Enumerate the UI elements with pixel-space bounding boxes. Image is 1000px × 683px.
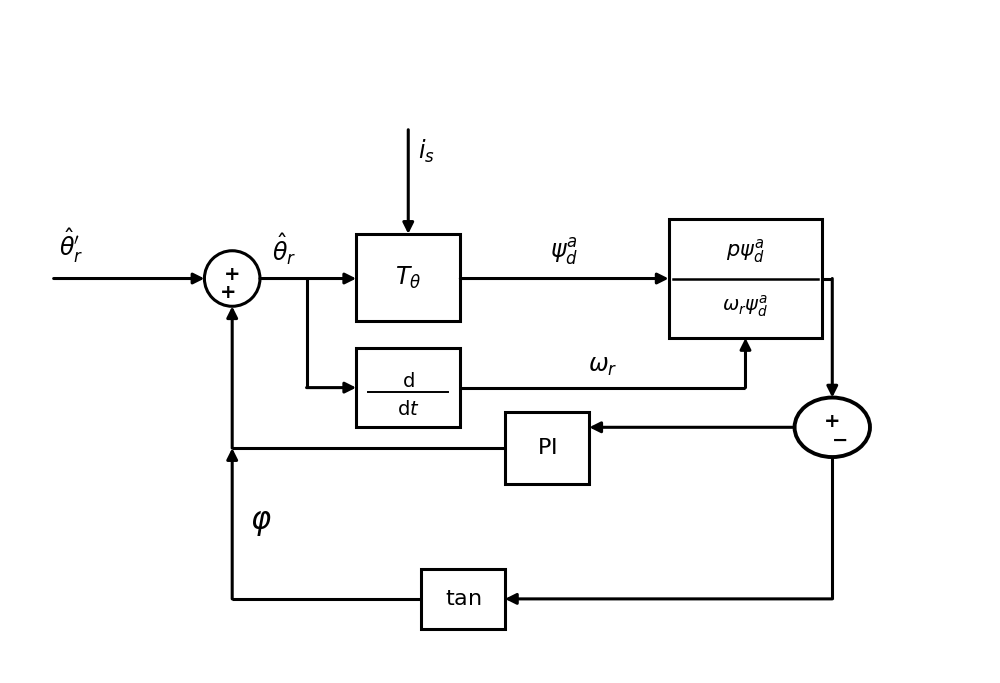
- Text: $p\psi_{d}^{a}$: $p\psi_{d}^{a}$: [726, 237, 765, 265]
- Text: $\mathrm{d}$: $\mathrm{d}$: [402, 372, 415, 391]
- Bar: [421, 569, 505, 628]
- Text: $\hat{\theta}_{r}^{\prime}$: $\hat{\theta}_{r}^{\prime}$: [59, 226, 83, 264]
- Text: $\varphi$: $\varphi$: [250, 509, 272, 538]
- Text: $\mathrm{PI}$: $\mathrm{PI}$: [537, 438, 557, 458]
- Text: $\mathrm{d}t$: $\mathrm{d}t$: [397, 400, 420, 419]
- Text: +: +: [824, 412, 841, 431]
- Text: $\hat{\theta}_{r}$: $\hat{\theta}_{r}$: [272, 231, 296, 266]
- Bar: [669, 219, 822, 338]
- Bar: [356, 348, 460, 428]
- Text: $\omega_{r}\psi_{d}^{a}$: $\omega_{r}\psi_{d}^{a}$: [722, 293, 769, 319]
- Text: $i_{s}$: $i_{s}$: [418, 138, 435, 165]
- Text: $\mathrm{tan}$: $\mathrm{tan}$: [445, 589, 481, 609]
- Text: −: −: [832, 431, 848, 449]
- Text: $T_{\theta}$: $T_{\theta}$: [395, 264, 421, 291]
- Text: $\psi_{d}^{a}$: $\psi_{d}^{a}$: [550, 236, 579, 266]
- Text: +: +: [224, 265, 240, 284]
- Text: $\omega_{r}$: $\omega_{r}$: [588, 354, 618, 378]
- Bar: [356, 234, 460, 321]
- Text: +: +: [220, 283, 236, 302]
- Bar: [505, 413, 589, 484]
